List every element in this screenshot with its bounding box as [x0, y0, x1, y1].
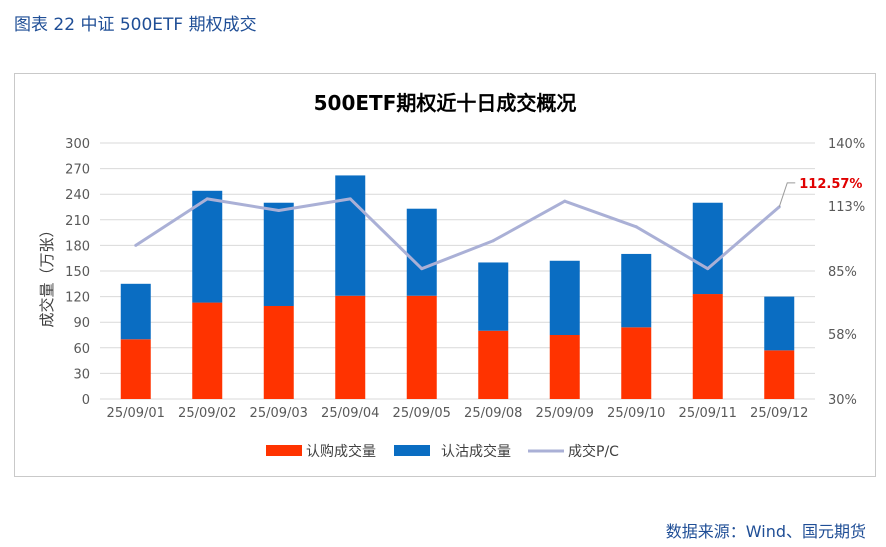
bar-put: [692, 202, 723, 295]
annotation-leader: [778, 182, 796, 207]
pc-point: [634, 225, 638, 229]
y-tick-label-right: 113%: [828, 200, 865, 215]
bar-call: [692, 294, 723, 399]
y-tick-label-right: 140%: [828, 137, 865, 152]
y-tick-label-left: 30: [73, 367, 90, 382]
y-axis-right: 30% 58% 85% 113% 140%: [828, 137, 865, 408]
bar-put: [192, 190, 223, 303]
x-tick-label: 25/09/02: [178, 406, 236, 421]
bar-put: [335, 175, 366, 296]
legend: 认购成交量 认沽成交量 成交P/C: [266, 443, 619, 460]
bar-series: [120, 175, 795, 399]
source-note: 数据来源：Wind、国元期货: [665, 522, 866, 541]
bar-call: [549, 335, 580, 399]
y-tick-label-right: 30%: [828, 393, 857, 408]
pc-point: [563, 199, 567, 203]
pc-point: [277, 208, 281, 212]
x-tick-label: 25/09/12: [750, 406, 808, 421]
y-tick-label-left: 60: [73, 342, 90, 357]
pc-point: [706, 267, 710, 271]
bar-put: [120, 283, 151, 340]
x-tick-label: 25/09/08: [464, 406, 522, 421]
y-tick-label-left: 270: [65, 163, 90, 178]
x-axis: 25/09/01 25/09/02 25/09/03 25/09/04 25/09/05…: [107, 406, 809, 421]
legend-label-pc: 成交P/C: [568, 443, 619, 460]
x-tick-label: 25/09/09: [536, 406, 594, 421]
bar-put: [549, 260, 580, 335]
y-tick-label-left: 150: [65, 265, 90, 280]
x-tick-label: 25/09/05: [393, 406, 451, 421]
y-tick-label-left: 120: [65, 291, 90, 306]
bar-put: [263, 202, 294, 306]
pc-annotation: 112.57%: [799, 177, 862, 192]
bar-call: [335, 295, 366, 399]
y-tick-label-left: 0: [82, 393, 90, 408]
y-tick-label-left: 300: [65, 137, 90, 152]
x-tick-label: 25/09/01: [107, 406, 165, 421]
y-tick-label-left: 210: [65, 214, 90, 229]
figure-caption: 图表 22 中证 500ETF 期权成交: [14, 15, 257, 35]
bar-call: [192, 302, 223, 399]
chart-title: 500ETF期权近十日成交概况: [314, 91, 577, 115]
bar-call: [120, 339, 151, 399]
bar-put: [478, 262, 509, 331]
bar-call: [263, 305, 294, 399]
legend-label-put: 认沽成交量: [441, 443, 511, 460]
pc-point: [205, 197, 209, 201]
x-tick-label: 25/09/04: [321, 406, 379, 421]
pc-point: [348, 197, 352, 201]
pc-point: [491, 239, 495, 243]
y-axis-label: 成交量（万张）: [38, 222, 56, 327]
pc-line-series: 112.57%: [134, 177, 862, 271]
legend-swatch-call: [266, 445, 302, 456]
bar-call: [764, 350, 795, 399]
legend-label-call: 认购成交量: [306, 443, 376, 460]
x-tick-label: 25/09/10: [607, 406, 665, 421]
chart-frame: [14, 73, 876, 477]
y-axis-left: 0 30 60 90 120 150 180 210 240 270 300: [65, 137, 90, 408]
y-tick-label-left: 90: [73, 316, 90, 331]
pc-point: [420, 267, 424, 271]
y-tick-label-left: 240: [65, 188, 90, 203]
legend-swatch-put: [394, 445, 430, 456]
y-tick-label-left: 180: [65, 239, 90, 254]
y-tick-label-right: 58%: [828, 328, 857, 343]
bar-call: [478, 330, 509, 399]
bar-put: [764, 296, 795, 351]
bar-call: [621, 327, 652, 399]
y-tick-label-right: 85%: [828, 265, 857, 280]
bar-call: [406, 295, 437, 399]
x-tick-label: 25/09/03: [250, 406, 308, 421]
bar-put: [406, 208, 437, 296]
pc-line: [134, 197, 781, 271]
pc-point: [134, 243, 138, 247]
x-tick-label: 25/09/11: [679, 406, 737, 421]
bar-put: [621, 253, 652, 328]
